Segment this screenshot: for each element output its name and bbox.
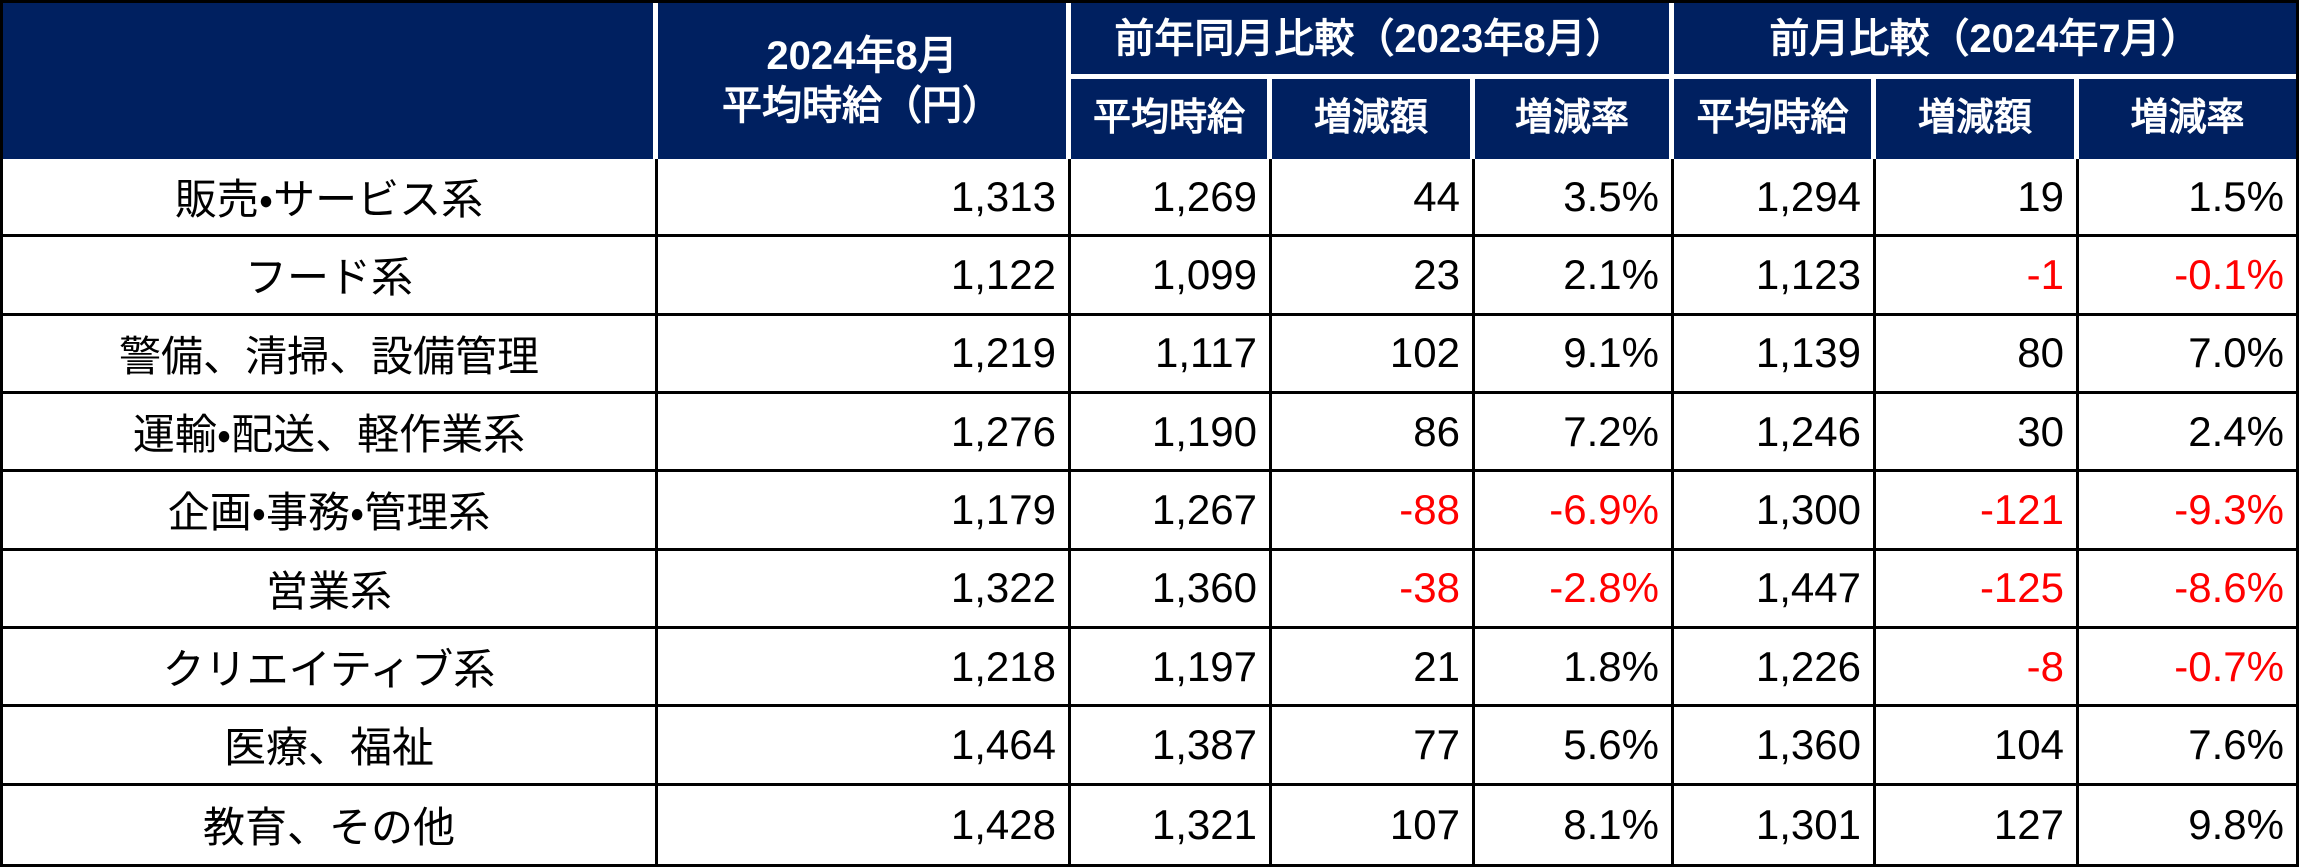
mom-rate-cell: -8.6%	[2079, 550, 2296, 629]
mom-avg-cell: 1,300	[1674, 472, 1876, 551]
yoy-avg-cell: 1,117	[1071, 315, 1272, 394]
yoy-rate-cell: 7.2%	[1475, 393, 1674, 473]
mom-avg-cell: 1,294	[1674, 159, 1876, 238]
yoy-rate-header: 増減率	[1475, 79, 1674, 159]
yoy-diff-cell: 107	[1272, 785, 1475, 864]
mom-rate-header: 増減率	[2079, 79, 2296, 159]
category-cell: 販売・サービス系	[3, 159, 658, 238]
current-wage-cell: 1,219	[658, 315, 1071, 394]
mom-avg-cell: 1,226	[1674, 628, 1876, 708]
yoy-rate-cell: 2.1%	[1475, 237, 1674, 316]
table-row: フード系 1,122 1,099 23 2.1% 1,123 -1 -0.1%	[3, 237, 2296, 316]
current-wage-cell: 1,428	[658, 785, 1071, 864]
yoy-rate-cell: 9.1%	[1475, 315, 1674, 394]
mom-diff-cell: -8	[1876, 628, 2079, 708]
table-header: 2024年8月 平均時給（円） 前年同月比較（2023年8月） 前月比較（202…	[3, 3, 2296, 159]
yoy-rate-cell: 3.5%	[1475, 159, 1674, 238]
mom-rate-cell: 9.8%	[2079, 785, 2296, 864]
current-month-header: 2024年8月 平均時給（円）	[658, 3, 1071, 159]
wage-table: 2024年8月 平均時給（円） 前年同月比較（2023年8月） 前月比較（202…	[3, 3, 2296, 864]
yoy-diff-cell: 102	[1272, 315, 1475, 394]
yoy-diff-header: 増減額	[1272, 79, 1475, 159]
mom-diff-cell: -125	[1876, 550, 2079, 629]
mom-group-header: 前月比較（2024年7月）	[1674, 3, 2296, 79]
category-cell: クリエイティブ系	[3, 628, 658, 708]
yoy-diff-cell: -38	[1272, 550, 1475, 629]
category-cell: 営業系	[3, 550, 658, 629]
yoy-rate-cell: 8.1%	[1475, 785, 1674, 864]
yoy-diff-cell: 21	[1272, 628, 1475, 708]
header-group-row: 2024年8月 平均時給（円） 前年同月比較（2023年8月） 前月比較（202…	[3, 3, 2296, 159]
yoy-avg-cell: 1,269	[1071, 159, 1272, 238]
mom-diff-cell: -121	[1876, 472, 2079, 551]
mom-diff-cell: 127	[1876, 785, 2079, 864]
mom-diff-cell: -1	[1876, 237, 2079, 316]
mom-diff-cell: 19	[1876, 159, 2079, 238]
mom-diff-header: 増減額	[1876, 79, 2079, 159]
mom-rate-cell: 2.4%	[2079, 393, 2296, 473]
mom-avg-cell: 1,447	[1674, 550, 1876, 629]
table-row: 教育、その他 1,428 1,321 107 8.1% 1,301 127 9.…	[3, 785, 2296, 864]
current-wage-cell: 1,276	[658, 393, 1071, 473]
yoy-diff-cell: 44	[1272, 159, 1475, 238]
table-body: 販売・サービス系 1,313 1,269 44 3.5% 1,294 19 1.…	[3, 159, 2296, 864]
table-row: 販売・サービス系 1,313 1,269 44 3.5% 1,294 19 1.…	[3, 159, 2296, 238]
mom-rate-cell: -9.3%	[2079, 472, 2296, 551]
yoy-avg-cell: 1,190	[1071, 393, 1272, 473]
category-cell: 警備、清掃、設備管理	[3, 315, 658, 394]
header-sub-row: 平均時給 増減額 増減率 平均時給 増減額 増減率	[3, 79, 2296, 159]
current-wage-cell: 1,179	[658, 472, 1071, 551]
mom-avg-cell: 1,301	[1674, 785, 1876, 864]
category-cell: 運輸・配送、軽作業系	[3, 393, 658, 473]
mom-rate-cell: 1.5%	[2079, 159, 2296, 238]
yoy-rate-cell: 5.6%	[1475, 707, 1674, 786]
yoy-avg-cell: 1,321	[1071, 785, 1272, 864]
yoy-diff-cell: 77	[1272, 707, 1475, 786]
mom-diff-cell: 80	[1876, 315, 2079, 394]
yoy-avg-cell: 1,360	[1071, 550, 1272, 629]
corner-cell	[3, 3, 658, 159]
table-row: 営業系 1,322 1,360 -38 -2.8% 1,447 -125 -8.…	[3, 550, 2296, 629]
yoy-diff-cell: 86	[1272, 393, 1475, 473]
mom-diff-cell: 104	[1876, 707, 2079, 786]
mom-rate-cell: 7.6%	[2079, 707, 2296, 786]
yoy-group-header: 前年同月比較（2023年8月）	[1071, 3, 1674, 79]
mom-rate-cell: 7.0%	[2079, 315, 2296, 394]
yoy-rate-cell: 1.8%	[1475, 628, 1674, 708]
category-cell: 医療、福祉	[3, 707, 658, 786]
current-wage-cell: 1,122	[658, 237, 1071, 316]
yoy-avg-header: 平均時給	[1071, 79, 1272, 159]
mom-avg-cell: 1,123	[1674, 237, 1876, 316]
yoy-rate-cell: -6.9%	[1475, 472, 1674, 551]
mom-avg-cell: 1,139	[1674, 315, 1876, 394]
category-cell: 企画・事務・管理系	[3, 472, 658, 551]
yoy-rate-cell: -2.8%	[1475, 550, 1674, 629]
yoy-avg-cell: 1,197	[1071, 628, 1272, 708]
table-row: 警備、清掃、設備管理 1,219 1,117 102 9.1% 1,139 80…	[3, 315, 2296, 394]
current-month-line2: 平均時給（円）	[722, 84, 1002, 128]
table-row: クリエイティブ系 1,218 1,197 21 1.8% 1,226 -8 -0…	[3, 628, 2296, 708]
mom-avg-header: 平均時給	[1674, 79, 1876, 159]
table-row: 医療、福祉 1,464 1,387 77 5.6% 1,360 104 7.6%	[3, 707, 2296, 786]
table-row: 企画・事務・管理系 1,179 1,267 -88 -6.9% 1,300 -1…	[3, 472, 2296, 551]
mom-avg-cell: 1,360	[1674, 707, 1876, 786]
category-cell: フード系	[3, 237, 658, 316]
current-wage-cell: 1,464	[658, 707, 1071, 786]
current-wage-cell: 1,313	[658, 159, 1071, 238]
mom-diff-cell: 30	[1876, 393, 2079, 473]
mom-rate-cell: -0.7%	[2079, 628, 2296, 708]
mom-avg-cell: 1,246	[1674, 393, 1876, 473]
yoy-avg-cell: 1,267	[1071, 472, 1272, 551]
current-month-line1: 2024年8月	[766, 34, 958, 78]
mom-rate-cell: -0.1%	[2079, 237, 2296, 316]
yoy-avg-cell: 1,387	[1071, 707, 1272, 786]
current-wage-cell: 1,218	[658, 628, 1071, 708]
yoy-avg-cell: 1,099	[1071, 237, 1272, 316]
table-row: 運輸・配送、軽作業系 1,276 1,190 86 7.2% 1,246 30 …	[3, 393, 2296, 473]
yoy-diff-cell: -88	[1272, 472, 1475, 551]
current-wage-cell: 1,322	[658, 550, 1071, 629]
yoy-diff-cell: 23	[1272, 237, 1475, 316]
category-cell: 教育、その他	[3, 785, 658, 864]
